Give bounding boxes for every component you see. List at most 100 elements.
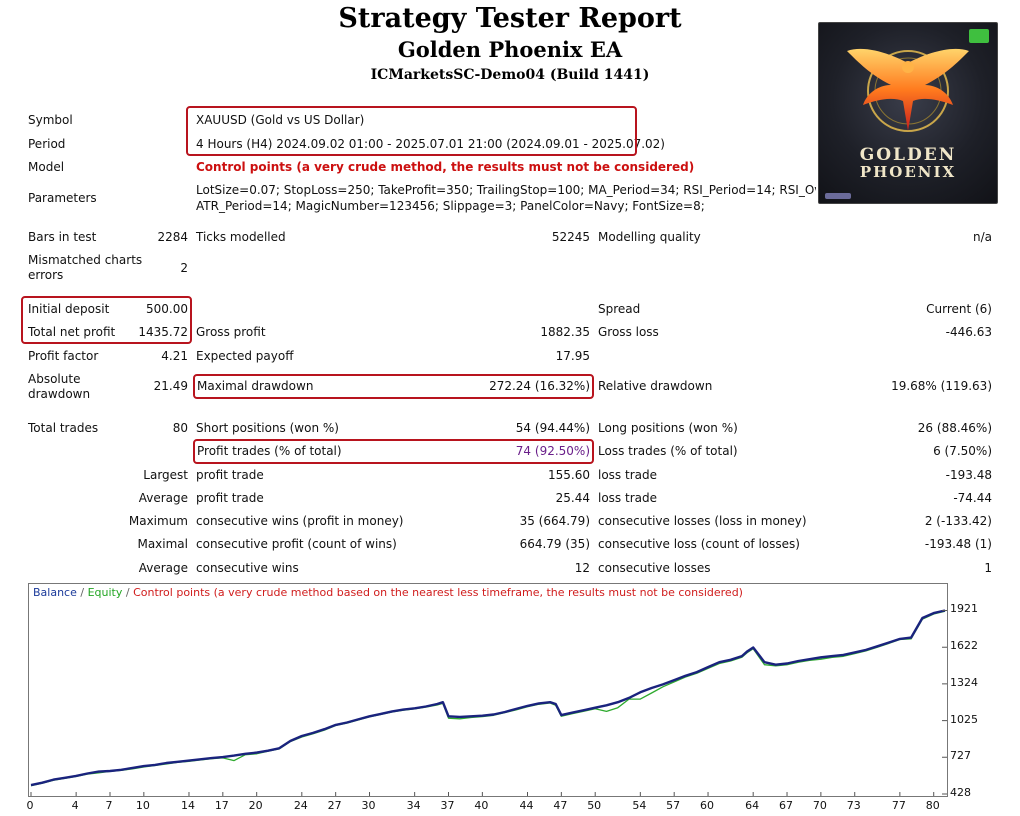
reldd-label: Relative drawdown bbox=[598, 379, 713, 393]
average-pt-label: profit trade bbox=[196, 491, 264, 505]
grossprofit-label: Gross profit bbox=[196, 325, 266, 339]
maxl-cl-value: -193.48 (1) bbox=[924, 537, 992, 551]
maxdd-highlight bbox=[193, 374, 594, 399]
expected-value: 17.95 bbox=[555, 349, 590, 363]
spread-value: Current (6) bbox=[926, 302, 992, 316]
y-tick-label: 428 bbox=[950, 786, 971, 799]
largest-lt-value: -193.48 bbox=[945, 468, 992, 482]
avg-cw-value: 12 bbox=[574, 561, 590, 575]
equity-line bbox=[30, 610, 946, 787]
legend-control-points-note: Control points (a very crude method base… bbox=[133, 586, 743, 599]
max-cw-value: 35 (664.79) bbox=[519, 514, 590, 528]
parameters-line-1: LotSize=0.07; StopLoss=250; TakeProfit=3… bbox=[196, 183, 816, 197]
y-tick-label: 1921 bbox=[950, 602, 978, 616]
max-cw-label: consecutive wins (profit in money) bbox=[196, 514, 404, 528]
legend-equity: Equity bbox=[87, 586, 123, 599]
avg-cl-value: 1 bbox=[984, 561, 992, 575]
x-tick-label: 7 bbox=[105, 799, 113, 812]
x-tick-label: 70 bbox=[812, 799, 827, 812]
maxl-cp-label: consecutive profit (count of wins) bbox=[196, 537, 397, 551]
average-lt-value: -74.44 bbox=[953, 491, 992, 505]
x-tick-label: 44 bbox=[519, 799, 534, 812]
average2-label: Average bbox=[138, 561, 188, 575]
x-tick-label: 4 bbox=[71, 799, 79, 812]
phoenix-emblem-icon bbox=[847, 48, 969, 132]
logo-text-golden: GOLDEN bbox=[859, 145, 957, 165]
x-tick-label: 27 bbox=[327, 799, 342, 812]
x-tick-label: 64 bbox=[745, 799, 760, 812]
maxdd-value: 272.24 (16.32%) bbox=[489, 379, 590, 393]
maximum-label: Maximum bbox=[128, 514, 188, 528]
short-value: 54 (94.44%) bbox=[515, 421, 590, 435]
grossprofit-value: 1882.35 bbox=[540, 325, 590, 339]
account-build: ICMarketsSC-Demo04 (Build 1441) bbox=[370, 67, 650, 83]
x-tick-label: 24 bbox=[293, 799, 308, 812]
report-title: Strategy Tester Report bbox=[338, 3, 682, 34]
x-tick-label: 20 bbox=[248, 799, 263, 812]
chart-legend: Balance / Equity / Control points (a ver… bbox=[33, 586, 743, 599]
x-tick-label: 60 bbox=[700, 799, 715, 812]
x-tick-label: 37 bbox=[440, 799, 455, 812]
ticks-value: 52245 bbox=[551, 230, 590, 244]
deposit-label: Initial deposit bbox=[28, 302, 110, 316]
x-tick-label: 77 bbox=[891, 799, 906, 812]
x-tick-label: 50 bbox=[587, 799, 602, 812]
pf-label: Profit factor bbox=[28, 349, 99, 363]
balance-line bbox=[30, 609, 946, 787]
losstrades-value: 6 (7.50%) bbox=[933, 444, 992, 458]
spread-label: Spread bbox=[598, 302, 641, 316]
symbol-label: Symbol bbox=[28, 113, 73, 127]
x-tick-label: 40 bbox=[474, 799, 489, 812]
absdd-label-1: Absolute bbox=[28, 372, 81, 386]
legend-balance: Balance bbox=[33, 586, 77, 599]
balance-equity-chart bbox=[30, 609, 947, 796]
largest-pt-value: 155.60 bbox=[548, 468, 590, 482]
profittrades-highlight bbox=[193, 439, 594, 464]
grossloss-label: Gross loss bbox=[598, 325, 659, 339]
golden-phoenix-logo: GOLDEN PHOENIX bbox=[818, 22, 998, 204]
reldd-value: 19.68% (119.63) bbox=[891, 379, 992, 393]
quality-value: n/a bbox=[972, 230, 992, 244]
x-tick-label: 0 bbox=[26, 799, 34, 812]
x-tick-label: 54 bbox=[632, 799, 647, 812]
average-lt-label: loss trade bbox=[598, 491, 657, 505]
parameters-label: Parameters bbox=[28, 191, 97, 205]
period-label: Period bbox=[28, 137, 66, 151]
bars-value: 2284 bbox=[157, 230, 188, 244]
x-tick-label: 73 bbox=[846, 799, 861, 812]
grossloss-value: -446.63 bbox=[945, 325, 992, 339]
x-tick-label: 47 bbox=[553, 799, 568, 812]
deposit-value: 500.00 bbox=[146, 302, 188, 316]
y-tick-label: 1622 bbox=[950, 639, 978, 653]
maxdd-label: Maximal drawdown bbox=[197, 379, 314, 393]
x-tick-label: 57 bbox=[666, 799, 681, 812]
bars-label: Bars in test bbox=[28, 230, 97, 244]
mismatch-label-2: errors bbox=[28, 268, 64, 282]
maxl-cl-label: consecutive loss (count of losses) bbox=[598, 537, 800, 551]
avg-cw-label: consecutive wins bbox=[196, 561, 299, 575]
x-tick-label: 14 bbox=[180, 799, 195, 812]
trades-value: 80 bbox=[172, 421, 188, 435]
deposit-netprofit-highlight bbox=[21, 296, 192, 344]
logo-text-phoenix: PHOENIX bbox=[859, 163, 957, 181]
symbol-period-highlight bbox=[186, 106, 637, 156]
logo-footer-mark bbox=[825, 193, 851, 199]
x-tick-label: 67 bbox=[779, 799, 794, 812]
largest-label: Largest bbox=[143, 468, 188, 482]
maximal-label: Maximal bbox=[137, 537, 188, 551]
x-tick-label: 34 bbox=[406, 799, 421, 812]
pf-value: 4.21 bbox=[161, 349, 188, 363]
maxl-cp-value: 664.79 (35) bbox=[519, 537, 590, 551]
x-tick-label: 80 bbox=[925, 799, 940, 812]
model-value: Control points (a very crude method, the… bbox=[196, 160, 695, 174]
parameters-line-2: ATR_Period=14; MagicNumber=123456; Slipp… bbox=[196, 199, 705, 213]
badge-icon bbox=[969, 29, 989, 43]
ticks-label: Ticks modelled bbox=[196, 230, 286, 244]
average-pt-value: 25.44 bbox=[555, 491, 590, 505]
symbol-value: XAUUSD (Gold vs US Dollar) bbox=[196, 113, 365, 127]
max-cl-label: consecutive losses (loss in money) bbox=[598, 514, 807, 528]
profittrades-value: 74 (92.50%) bbox=[515, 444, 590, 458]
long-label: Long positions (won %) bbox=[598, 421, 738, 435]
absdd-label-2: drawdown bbox=[28, 387, 91, 401]
netprofit-label: Total net profit bbox=[28, 325, 116, 339]
